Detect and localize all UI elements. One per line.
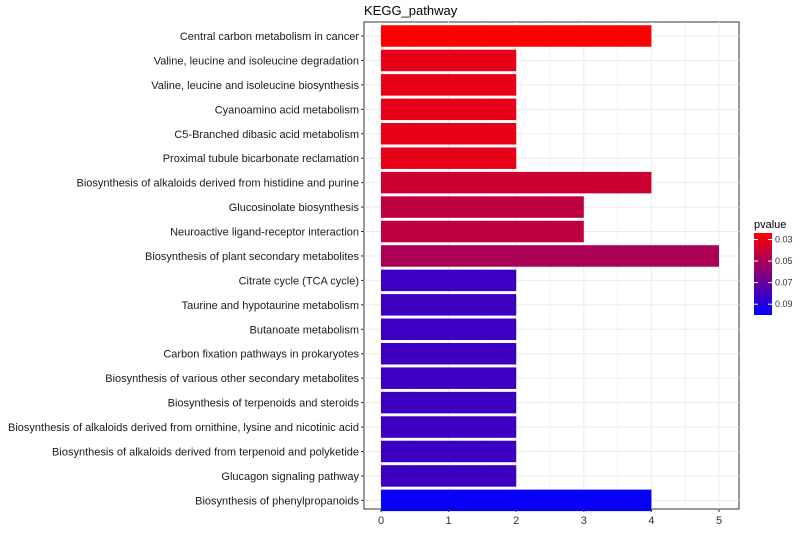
x-tick-label: 0 (378, 515, 384, 527)
y-tick-label: Glucagon signaling pathway (221, 471, 359, 483)
y-tick-label: Biosynthesis of alkaloids derived from o… (8, 422, 359, 434)
x-tick-label: 5 (716, 515, 722, 527)
bar (381, 416, 517, 438)
y-tick-label: C5-Branched dibasic acid metabolism (174, 129, 359, 141)
bars (381, 25, 719, 512)
bar (381, 98, 517, 121)
bar (381, 147, 517, 169)
y-tick-label: Biosynthesis of terpenoids and steroids (168, 398, 360, 410)
legend-colorbar (754, 233, 772, 315)
y-tick-label: Valine, leucine and isoleucine degradati… (154, 55, 359, 67)
bar (381, 74, 517, 96)
y-tick-label: Proximal tubule bicarbonate reclamation (163, 153, 359, 165)
bar (381, 123, 517, 145)
bar (381, 220, 584, 243)
x-tick-label: 2 (513, 515, 519, 527)
bar (381, 196, 584, 218)
x-tick-label: 3 (581, 515, 587, 527)
y-tick-label: Taurine and hypotaurine metabolism (182, 300, 359, 312)
bar (381, 318, 517, 341)
bar (381, 367, 517, 389)
y-tick-label: Valine, leucine and isoleucine biosynthe… (151, 80, 359, 92)
bar (381, 391, 517, 414)
chart-title: KEGG_pathway (364, 3, 458, 18)
y-tick-label: Glucosinolate biosynthesis (229, 202, 360, 214)
y-tick-label: Butanoate metabolism (250, 324, 359, 336)
x-tick-label: 4 (648, 515, 654, 527)
legend-ticks: 0.03 0.05 0.07 0.09 (754, 234, 793, 309)
y-axis-labels: Central carbon metabolism in cancer Valin… (8, 31, 364, 507)
bar (381, 25, 652, 47)
bar (381, 269, 517, 292)
bar (381, 294, 517, 316)
bar (381, 49, 517, 72)
bar (381, 489, 652, 512)
y-tick-label: Citrate cycle (TCA cycle) (239, 275, 359, 287)
legend: pvalue 0.03 0.05 0.07 0.09 (754, 219, 793, 315)
y-tick-label: Neuroactive ligand-receptor interaction (170, 227, 359, 239)
y-tick-label: Biosynthesis of alkaloids derived from t… (52, 446, 359, 458)
bar (381, 342, 517, 365)
legend-tick-label: 0.07 (775, 278, 793, 288)
y-tick-label: Biosynthesis of plant secondary metaboli… (145, 251, 360, 263)
bar (381, 245, 719, 267)
y-tick-label: Biosynthesis of various other secondary … (105, 373, 359, 385)
y-tick-label: Central carbon metabolism in cancer (180, 31, 359, 43)
y-tick-label: Carbon fixation pathways in prokaryotes (163, 349, 359, 361)
legend-tick-label: 0.05 (775, 256, 793, 266)
bar (381, 171, 652, 194)
x-axis: 0 1 2 3 4 5 (378, 509, 722, 527)
bar (381, 465, 517, 487)
legend-tick-label: 0.03 (775, 234, 793, 244)
y-tick-label: Cyanoamino acid metabolism (215, 104, 359, 116)
bar (381, 440, 517, 463)
legend-title: pvalue (754, 219, 786, 231)
y-tick-label: Biosynthesis of alkaloids derived from h… (77, 178, 360, 190)
y-tick-label: Biosynthesis of phenylpropanoids (195, 495, 359, 507)
x-tick-label: 1 (446, 515, 452, 527)
legend-tick-label: 0.09 (775, 299, 793, 309)
